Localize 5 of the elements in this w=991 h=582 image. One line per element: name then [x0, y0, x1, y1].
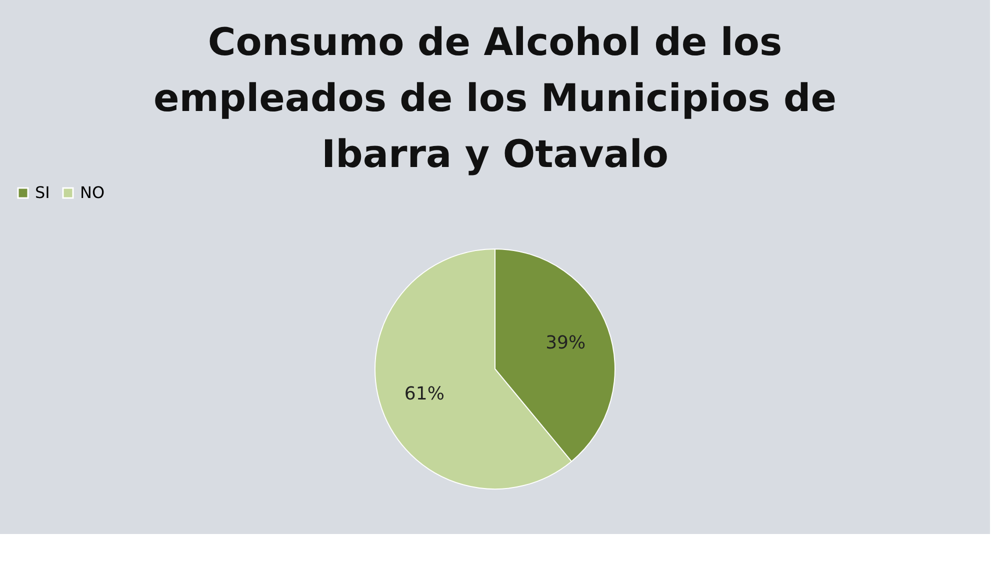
- legend-label: SI: [35, 183, 50, 202]
- data-label: 61%: [404, 383, 444, 404]
- chart-title: Consumo de Alcohol de los empleados de los Municipios de Ibarra y Otavalo: [154, 20, 836, 176]
- legend-label: NO: [80, 183, 105, 202]
- data-label: 39%: [546, 332, 586, 354]
